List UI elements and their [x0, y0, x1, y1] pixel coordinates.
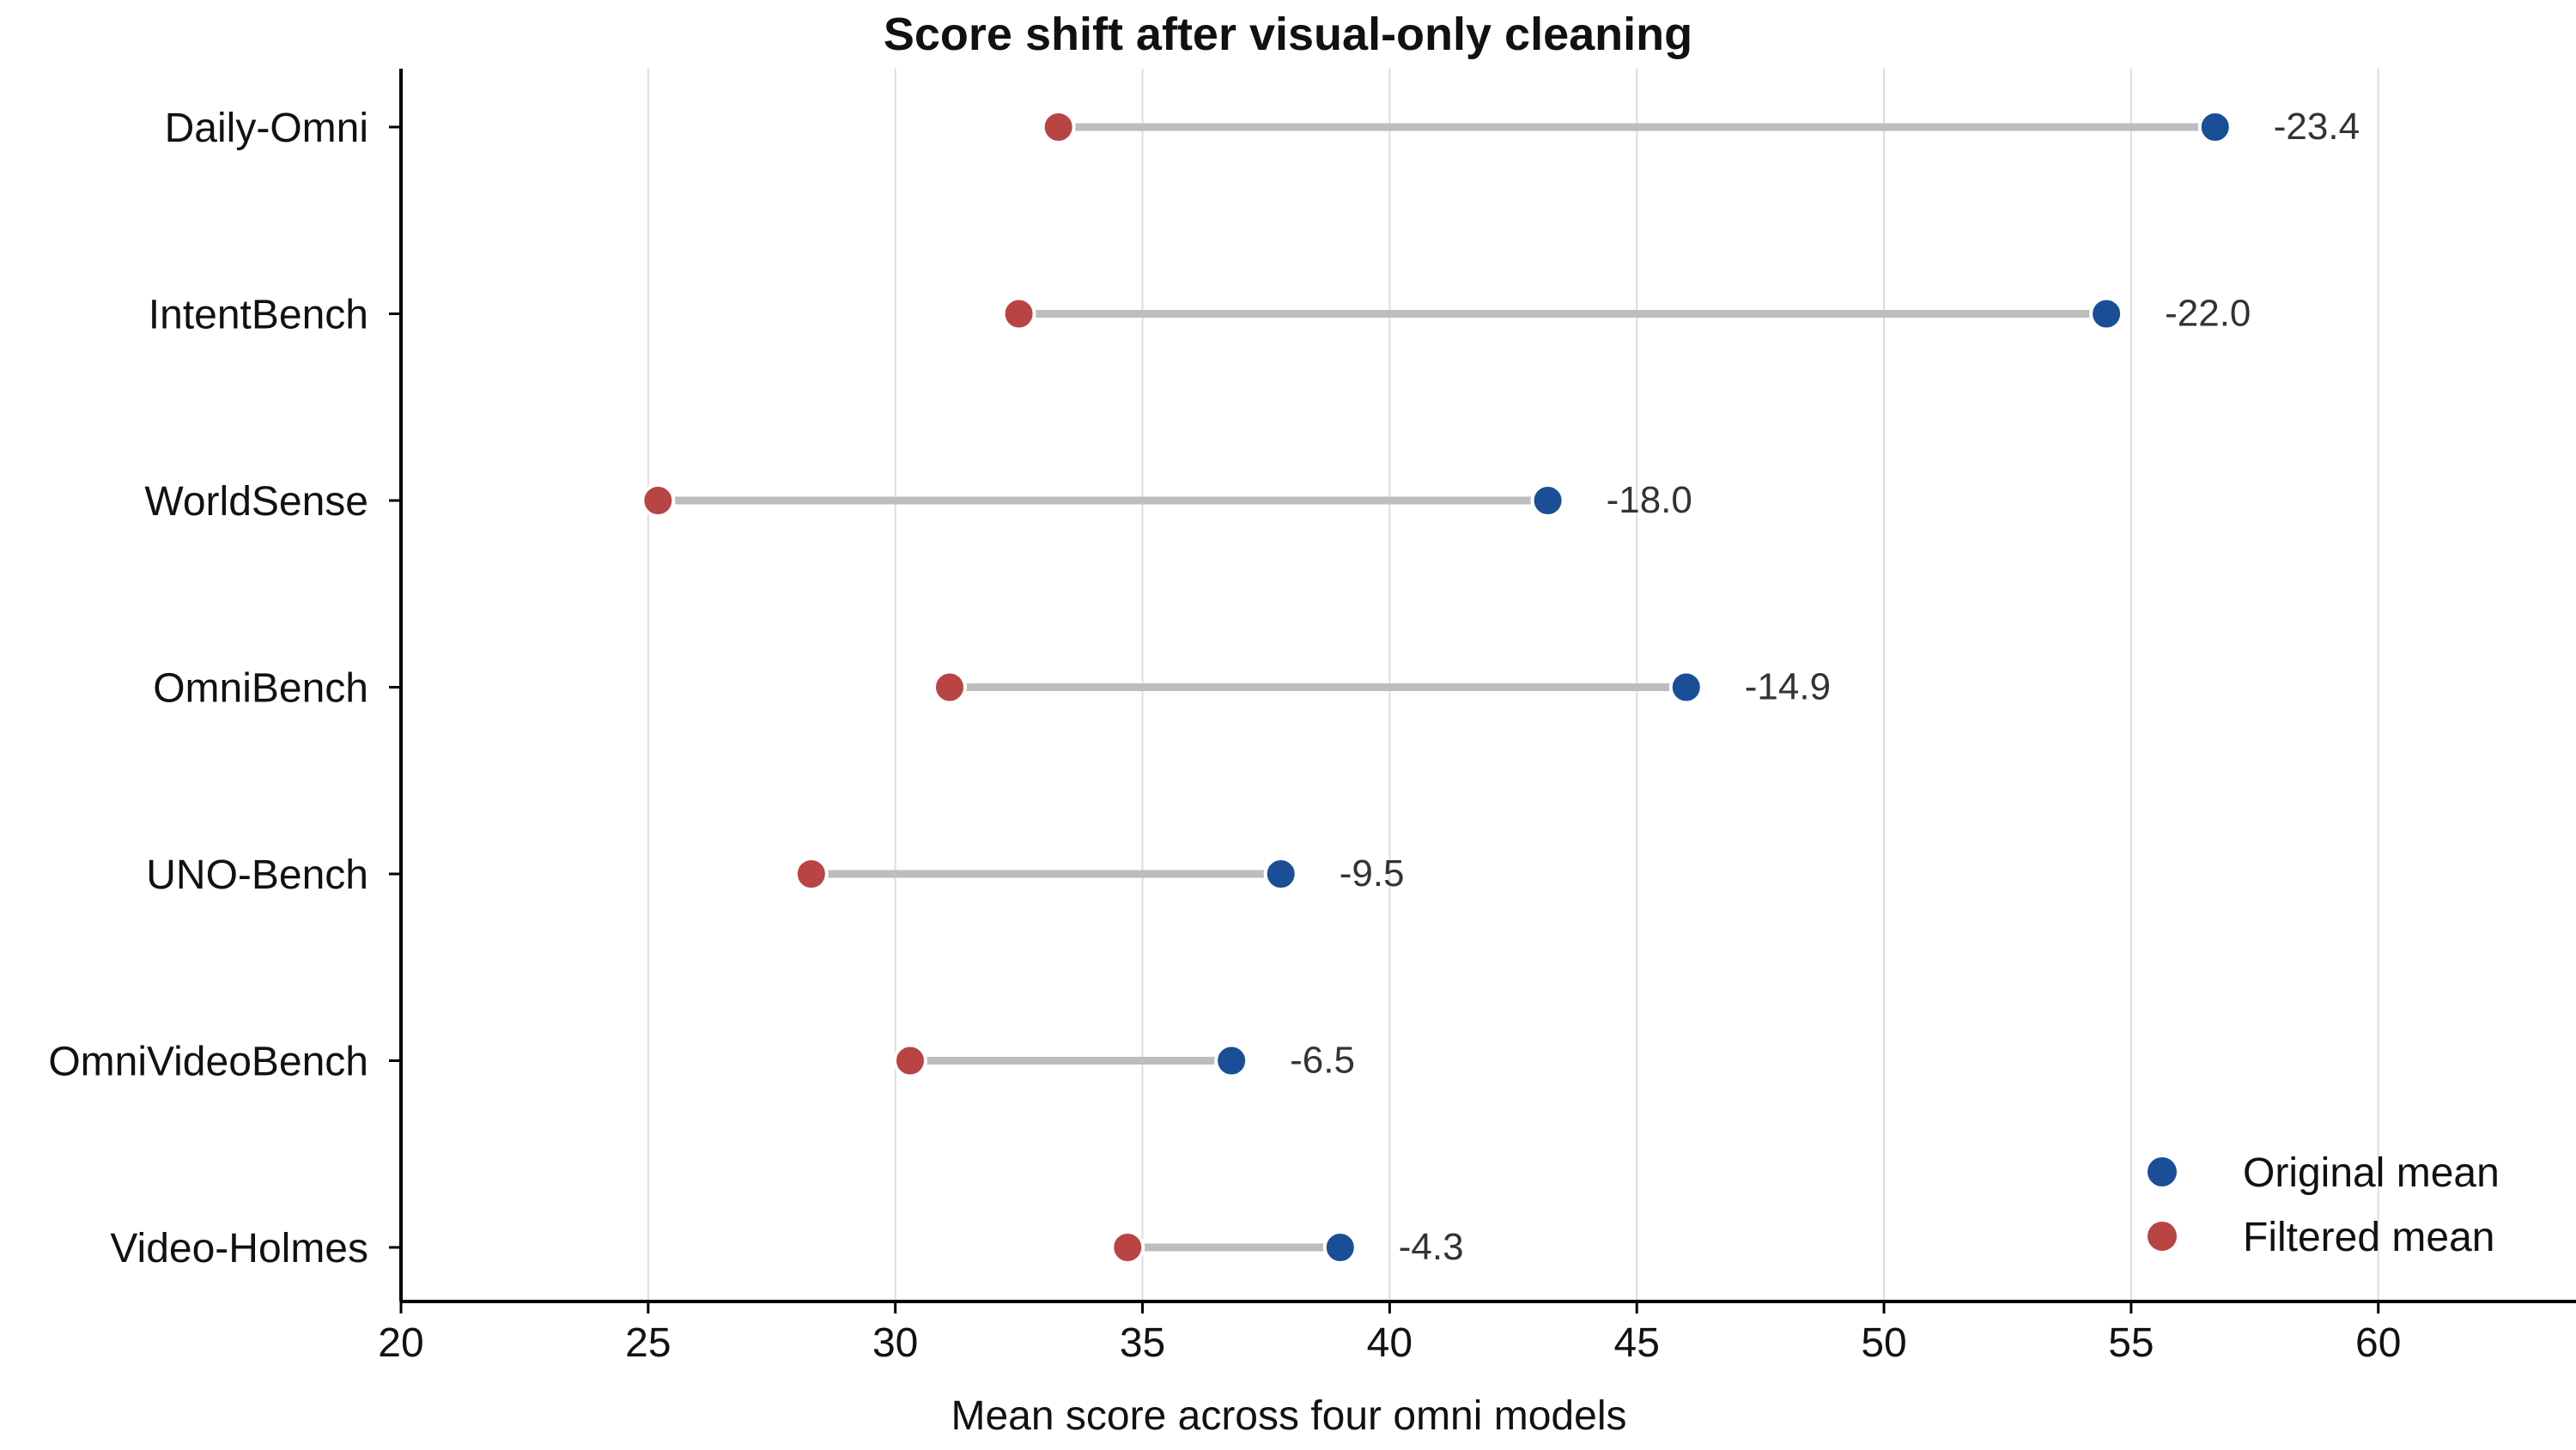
- difference-label: -22.0: [2165, 293, 2251, 335]
- x-tick-label: 45: [1614, 1320, 1660, 1366]
- difference-label: -23.4: [2274, 106, 2360, 148]
- x-tick-label: 25: [625, 1320, 671, 1366]
- difference-label: -18.0: [1607, 479, 1692, 521]
- y-tick-label: Daily-Omni: [165, 106, 368, 151]
- original-point: [1530, 483, 1565, 518]
- original-point: [2089, 296, 2124, 331]
- y-tick-label: WorldSense: [144, 479, 368, 525]
- x-tick-label: 40: [1367, 1320, 1413, 1366]
- y-tick-label: OmniBench: [153, 666, 368, 712]
- difference-label: -14.9: [1745, 666, 1831, 708]
- data-points: [641, 110, 2233, 1265]
- filtered-point: [793, 857, 829, 891]
- y-axis-ticks: Daily-Omni IntentBench WorldSense OmniBench…: [48, 106, 401, 1271]
- filtered-point: [933, 670, 968, 705]
- x-tick-label: 20: [378, 1320, 423, 1366]
- filtered-point: [1041, 110, 1076, 144]
- legend-label-filtered: Filtered mean: [2243, 1215, 2494, 1260]
- original-point: [2197, 110, 2233, 144]
- y-tick-label: UNO-Bench: [146, 852, 368, 898]
- filtered-point: [641, 483, 676, 518]
- x-tick-label: 30: [872, 1320, 918, 1366]
- original-point: [1263, 857, 1298, 891]
- difference-label: -4.3: [1399, 1226, 1464, 1268]
- y-tick-label: OmniVideoBench: [48, 1040, 368, 1085]
- filtered-point: [1001, 296, 1036, 331]
- legend: Original mean Filtered mean: [2148, 1150, 2500, 1260]
- legend-marker-original: [2148, 1157, 2177, 1186]
- y-tick-label: Video-Holmes: [110, 1226, 368, 1271]
- x-axis-label: Mean score across four omni models: [951, 1393, 1627, 1439]
- filtered-point: [892, 1043, 927, 1078]
- x-tick-label: 60: [2355, 1320, 2401, 1366]
- y-tick-label: IntentBench: [149, 293, 368, 338]
- axes: [399, 69, 2576, 1303]
- original-point: [1322, 1230, 1358, 1265]
- filtered-point: [1110, 1230, 1145, 1265]
- x-tick-label: 55: [2108, 1320, 2154, 1366]
- difference-label: -6.5: [1290, 1040, 1355, 1082]
- original-point: [1668, 670, 1704, 705]
- connector-lines: [658, 123, 2215, 1252]
- chart-title: Score shift after visual-only cleaning: [884, 9, 1692, 60]
- x-tick-label: 50: [1861, 1320, 1906, 1366]
- x-tick-label: 35: [1120, 1320, 1165, 1366]
- original-point: [1214, 1043, 1249, 1078]
- difference-label: -9.5: [1340, 852, 1405, 895]
- x-axis-ticks: 20 25 30 35 40 45 50 55 60: [378, 1301, 2401, 1366]
- legend-marker-filtered: [2148, 1222, 2177, 1251]
- difference-labels: -23.4 -22.0 -18.0 -14.9 -9.5 -6.5 -4.3: [1290, 106, 2360, 1268]
- legend-label-original: Original mean: [2243, 1150, 2500, 1196]
